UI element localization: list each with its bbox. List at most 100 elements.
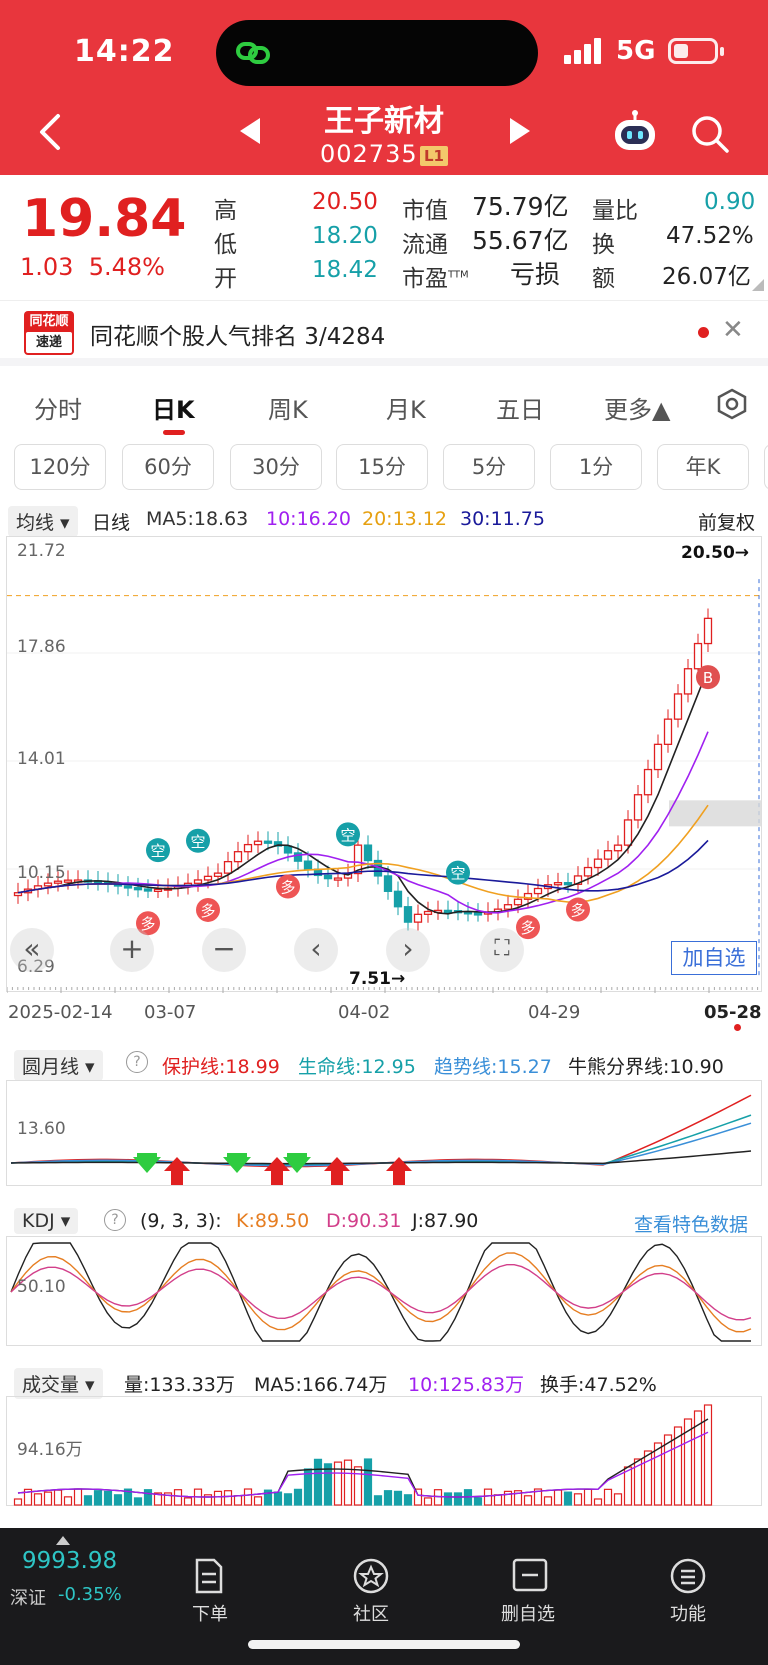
chip-overflow[interactable] — [764, 444, 768, 490]
chip-30min[interactable]: 30分 — [230, 444, 322, 490]
volume-bar — [63, 1496, 73, 1506]
search-icon[interactable] — [690, 114, 730, 154]
chip-15min[interactable]: 15分 — [336, 444, 428, 490]
ma-line — [17, 839, 709, 894]
help-icon[interactable]: ? — [104, 1209, 126, 1231]
chip-5min[interactable]: 5分 — [443, 444, 535, 490]
volume-bar — [263, 1489, 273, 1506]
trend-line: 趋势线:15.27 — [434, 1056, 552, 1078]
kdj-line — [10, 1242, 751, 1342]
volume-bar — [53, 1489, 63, 1506]
candle — [693, 642, 703, 670]
scroll-left-icon[interactable]: ‹ — [294, 928, 338, 972]
close-icon[interactable]: ✕ — [722, 315, 744, 345]
signal-marker-label: 空 — [340, 826, 355, 844]
volume-bar — [323, 1463, 333, 1506]
chip-yearly[interactable]: 年K — [657, 444, 749, 490]
indicator-select[interactable]: 均线 ▾ — [8, 506, 78, 537]
volume-bar — [73, 1488, 83, 1506]
low-value: 18.20 — [312, 223, 378, 249]
add-watchlist-button[interactable]: 加自选 — [671, 941, 757, 975]
volume-bar — [673, 1426, 683, 1506]
adjust-mode[interactable]: 前复权 — [698, 512, 756, 534]
volume-bar — [433, 1489, 443, 1506]
tab-daily[interactable]: 日K — [152, 396, 195, 424]
signal-marker — [446, 860, 470, 885]
nav-community[interactable]: 社区 — [353, 1604, 389, 1625]
kdj-line — [10, 1263, 752, 1321]
volume-bar — [343, 1459, 353, 1506]
volume-bar — [253, 1496, 263, 1506]
tab-intraday[interactable]: 分时 — [34, 396, 82, 424]
order-document-icon[interactable] — [194, 1558, 224, 1594]
menu-circle-icon[interactable] — [670, 1558, 706, 1594]
volume-panel[interactable]: 94.16万 — [6, 1396, 762, 1506]
settings-hexagon-icon[interactable] — [716, 388, 748, 420]
volume-bar — [413, 1488, 423, 1506]
nav-remove-watch[interactable]: 删自选 — [501, 1604, 555, 1625]
collapse-icon[interactable]: « — [10, 928, 54, 972]
news-banner[interactable]: 同花顺 速递 同花顺个股人气排名 3/4284 ✕ — [0, 300, 768, 366]
community-star-icon[interactable] — [352, 1558, 390, 1594]
chip-60min[interactable]: 60分 — [122, 444, 214, 490]
nav-functions[interactable]: 功能 — [670, 1604, 706, 1625]
mcap-label: 市值 — [402, 198, 448, 224]
kdj-select[interactable]: KDJ ▾ — [14, 1208, 79, 1234]
max-price-label: 20.50→ — [681, 543, 750, 563]
next-stock-icon[interactable] — [510, 118, 530, 144]
kdj-d: D:90.31 — [326, 1210, 402, 1232]
price-change: 1.03 5.48% — [20, 253, 165, 281]
amount-label: 额 — [592, 266, 615, 292]
open-value: 18.42 — [312, 257, 378, 283]
help-icon[interactable]: ? — [126, 1051, 148, 1073]
back-arrow-icon[interactable] — [36, 112, 66, 152]
protect-line: 保护线:18.99 — [162, 1056, 280, 1078]
tab-monthly[interactable]: 月K — [386, 396, 426, 424]
candle — [593, 858, 603, 869]
moon-line-chart — [10, 1094, 752, 1185]
turnover-label: 换 — [592, 232, 615, 258]
volume-bar — [613, 1493, 623, 1506]
volume-ma-line — [17, 1418, 709, 1498]
nav-order[interactable]: 下单 — [192, 1604, 228, 1625]
kdj-panel[interactable]: 50.10 — [6, 1236, 762, 1346]
volume-bar — [653, 1442, 663, 1506]
feature-data-link[interactable]: 查看特色数据 — [634, 1214, 749, 1236]
signal-marker — [196, 897, 220, 922]
zoom-in-icon[interactable]: + — [110, 928, 154, 972]
robot-assistant-icon[interactable] — [612, 110, 658, 152]
volume-value: 量:133.33万 — [124, 1374, 235, 1396]
volume-bar — [553, 1489, 563, 1506]
tab-more[interactable]: 更多▲ — [604, 396, 671, 424]
volume-bar — [123, 1488, 133, 1506]
signal-marker — [336, 822, 360, 847]
candle — [653, 743, 663, 771]
tab-weekly[interactable]: 周K — [268, 396, 308, 424]
volume-bar — [663, 1434, 673, 1506]
index-up-icon — [56, 1536, 70, 1545]
moon-line-panel[interactable]: 13.60 — [6, 1080, 762, 1186]
vr-value: 0.90 — [704, 189, 756, 215]
volume-ma-line — [17, 1431, 709, 1498]
prev-stock-icon[interactable] — [240, 118, 260, 144]
moon-line-select[interactable]: 圆月线 ▾ — [14, 1050, 103, 1081]
zoom-out-icon[interactable]: − — [202, 928, 246, 972]
scroll-right-icon[interactable]: › — [386, 928, 430, 972]
remove-watch-icon[interactable] — [512, 1558, 548, 1592]
dynamic-island — [216, 20, 538, 86]
tab-five-day[interactable]: 五日 — [496, 396, 544, 424]
volume-bar — [453, 1492, 463, 1506]
volume-bar — [293, 1488, 303, 1506]
chip-120min[interactable]: 120分 — [14, 444, 106, 490]
candle — [353, 844, 363, 875]
expand-corner-icon[interactable] — [752, 279, 764, 291]
volume-select[interactable]: 成交量 ▾ — [14, 1368, 103, 1399]
chart-tabs: 分时 日K 周K 月K 五日 更多▲ — [0, 374, 768, 436]
chip-1min[interactable]: 1分 — [550, 444, 642, 490]
volume-bar — [443, 1492, 453, 1506]
fullscreen-icon[interactable]: ⛶ — [480, 928, 524, 972]
candle — [63, 879, 73, 883]
index-value[interactable]: 9993.98 — [22, 1548, 118, 1574]
